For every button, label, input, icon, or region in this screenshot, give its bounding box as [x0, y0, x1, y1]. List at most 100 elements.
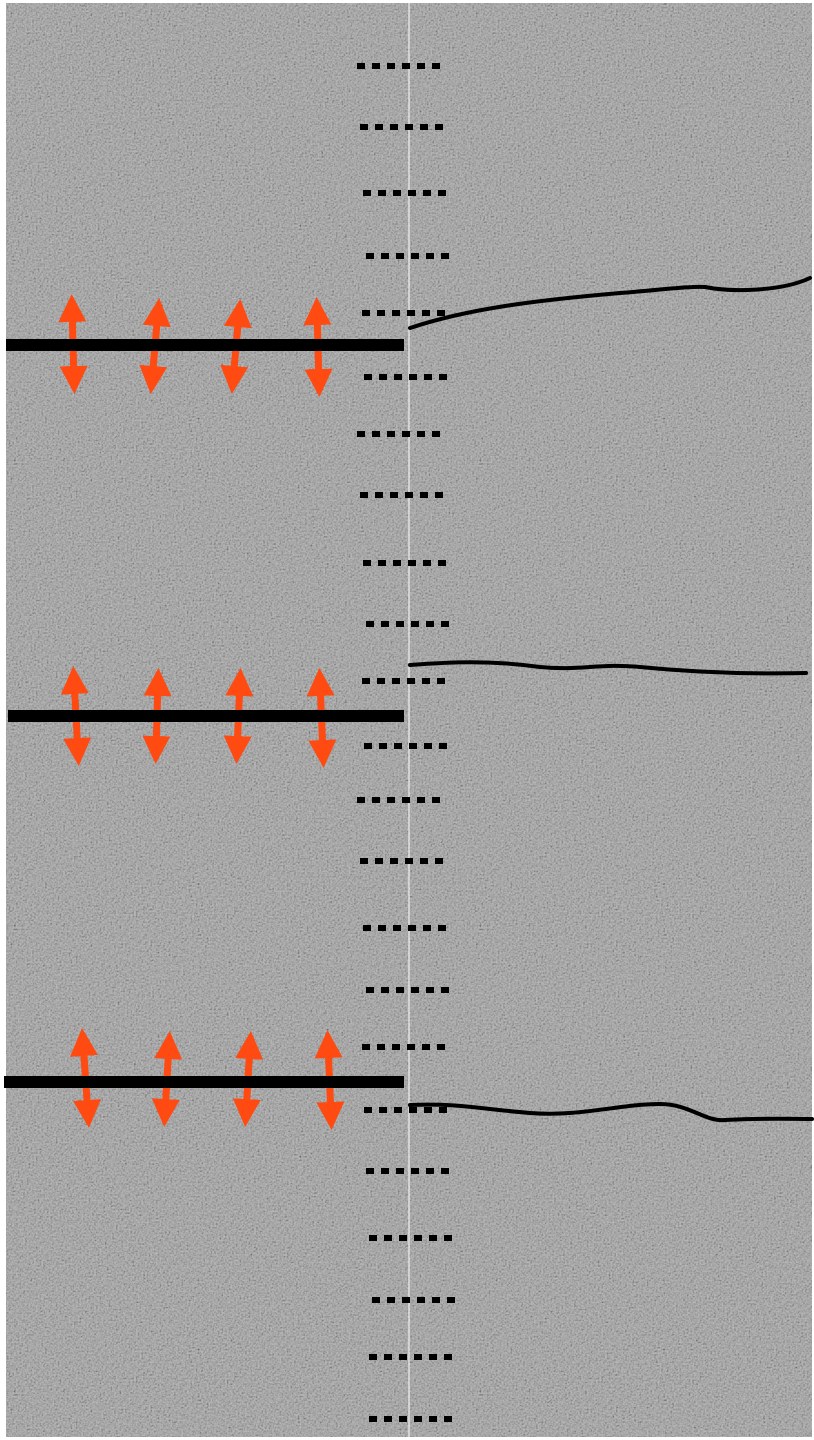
marker-dot — [378, 925, 386, 931]
marker-dot — [390, 124, 398, 130]
marker-dot — [417, 797, 425, 803]
marker-dot — [360, 124, 368, 130]
dotted-marker-row — [363, 190, 446, 196]
dotted-marker-group — [357, 63, 455, 1422]
marker-dot — [420, 858, 428, 864]
marker-dot — [423, 925, 431, 931]
marker-dot — [357, 63, 365, 69]
marker-dot — [396, 621, 404, 627]
flexible-line — [408, 660, 808, 676]
marker-dot — [409, 743, 417, 749]
marker-dot — [405, 858, 413, 864]
marker-dot — [437, 678, 445, 684]
marker-dot — [392, 310, 400, 316]
marker-dot — [441, 253, 449, 259]
marker-dot — [441, 987, 449, 993]
marker-dot — [435, 858, 443, 864]
marker-dot — [375, 124, 383, 130]
marker-dot — [366, 621, 374, 627]
marker-dot — [437, 310, 445, 316]
marker-dot — [375, 858, 383, 864]
marker-dot — [439, 374, 447, 380]
marker-dot — [378, 560, 386, 566]
marker-dot — [402, 63, 410, 69]
dotted-marker-row — [364, 743, 447, 749]
marker-dot — [387, 431, 395, 437]
flexible-line — [408, 1101, 814, 1123]
dotted-marker-row — [364, 1107, 447, 1113]
marker-dot — [396, 1168, 404, 1174]
marker-dot — [390, 858, 398, 864]
marker-dot — [362, 1044, 370, 1050]
marker-dot — [392, 678, 400, 684]
rigid-bar-group — [4, 294, 404, 1130]
marker-dot — [432, 797, 440, 803]
marker-dot — [362, 310, 370, 316]
dotted-marker-row — [357, 431, 440, 437]
marker-dot — [402, 1297, 410, 1303]
dotted-marker-row — [366, 1168, 449, 1174]
marker-dot — [437, 1044, 445, 1050]
marker-dot — [426, 253, 434, 259]
dotted-marker-row — [363, 560, 446, 566]
dotted-marker-row — [366, 621, 449, 627]
marker-dot — [394, 1107, 402, 1113]
marker-dot — [414, 1354, 422, 1360]
marker-dot — [441, 1168, 449, 1174]
marker-dot — [394, 743, 402, 749]
marker-dot — [357, 797, 365, 803]
dotted-marker-row — [360, 858, 443, 864]
marker-dot — [379, 1107, 387, 1113]
marker-dot — [381, 987, 389, 993]
marker-dot — [408, 925, 416, 931]
marker-dot — [357, 431, 365, 437]
marker-dot — [396, 987, 404, 993]
marker-dot — [411, 1168, 419, 1174]
marker-dot — [424, 1107, 432, 1113]
marker-dot — [444, 1354, 452, 1360]
marker-dot — [384, 1354, 392, 1360]
marker-dot — [381, 253, 389, 259]
dotted-marker-row — [357, 797, 440, 803]
marker-dot — [426, 987, 434, 993]
marker-dot — [369, 1416, 377, 1422]
marker-dot — [379, 374, 387, 380]
marker-dot — [363, 190, 371, 196]
marker-dot — [387, 63, 395, 69]
marker-dot — [424, 743, 432, 749]
dotted-marker-row — [362, 678, 445, 684]
marker-dot — [422, 678, 430, 684]
marker-dot — [414, 1416, 422, 1422]
marker-dot — [429, 1416, 437, 1422]
marker-dot — [362, 678, 370, 684]
rigid-bar — [4, 1076, 404, 1088]
marker-dot — [429, 1235, 437, 1241]
marker-dot — [387, 1297, 395, 1303]
marker-dot — [363, 925, 371, 931]
marker-dot — [423, 560, 431, 566]
marker-dot — [393, 560, 401, 566]
marker-dot — [372, 1297, 380, 1303]
marker-dot — [402, 797, 410, 803]
marker-dot — [369, 1235, 377, 1241]
dotted-marker-row — [362, 1044, 445, 1050]
marker-dot — [360, 492, 368, 498]
marker-dot — [407, 1044, 415, 1050]
dotted-marker-row — [364, 374, 447, 380]
marker-dot — [392, 1044, 400, 1050]
marker-dot — [369, 1354, 377, 1360]
marker-dot — [366, 987, 374, 993]
marker-dot — [432, 63, 440, 69]
marker-dot — [438, 560, 446, 566]
rigid-bar-assembly — [6, 294, 404, 397]
dotted-marker-row — [360, 124, 443, 130]
marker-dot — [411, 621, 419, 627]
marker-dot — [409, 1107, 417, 1113]
dotted-marker-row — [363, 925, 446, 931]
marker-dot — [407, 678, 415, 684]
flexible-line — [408, 276, 812, 330]
dotted-marker-row — [360, 492, 443, 498]
marker-dot — [407, 310, 415, 316]
